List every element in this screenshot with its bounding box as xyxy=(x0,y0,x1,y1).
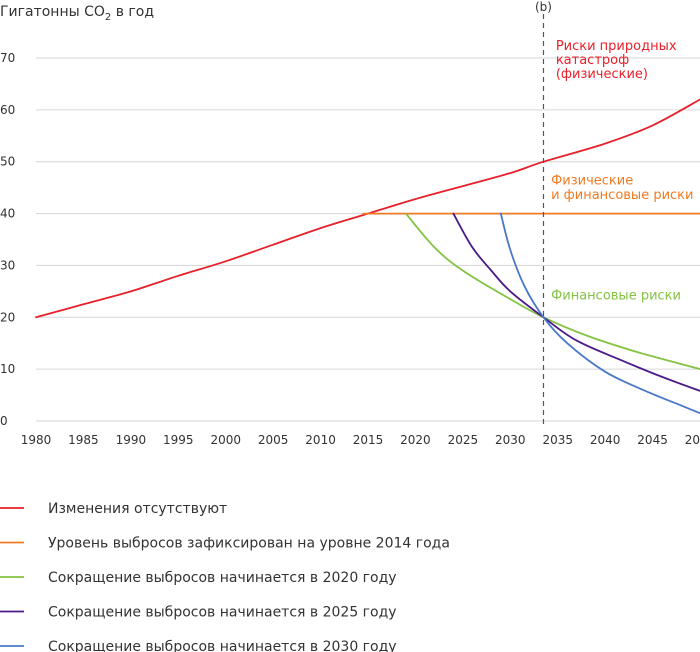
legend-label: Изменения отсутствуют xyxy=(48,501,227,517)
x-axis-ticks: 1980 1985 1990 1995 2000 2005 2010 2015 2020 2025… xyxy=(21,433,700,447)
annotation-3-line: Финансовые риски xyxy=(551,289,681,304)
y-axis-label-subscript: 2 xyxy=(105,12,111,23)
annotation-1-line: (физические) xyxy=(556,67,648,82)
y-tick-label: 60 xyxy=(0,103,15,117)
x-tick-label: 2020 xyxy=(400,433,431,447)
x-tick-label: 1980 xyxy=(21,433,52,447)
marker-line-label: (b) xyxy=(535,0,552,14)
x-tick-label: 2030 xyxy=(495,433,526,447)
y-tick-label: 0 xyxy=(0,414,8,428)
x-tick-label: 2005 xyxy=(258,433,289,447)
annotation-2-line: Физические xyxy=(551,174,633,189)
x-tick-label: 2010 xyxy=(305,433,336,447)
y-tick-label: 10 xyxy=(0,362,15,376)
y-tick-label: 40 xyxy=(0,207,15,221)
series-line-5 xyxy=(499,212,700,415)
legend-label: Сокращение выбросов начинается в 2025 го… xyxy=(48,605,397,621)
marker-line-group: (b) xyxy=(535,0,552,426)
legend-label: Сокращение выбросов начинается в 2020 го… xyxy=(48,570,397,586)
legend-label: Сокращение выбросов начинается в 2030 го… xyxy=(48,639,397,652)
legend: Изменения отсутствуют Уровень выбросов за… xyxy=(0,501,450,652)
x-tick-label: 1985 xyxy=(68,433,99,447)
x-tick-label: 1990 xyxy=(116,433,147,447)
annotation-1-line: катастроф xyxy=(556,53,629,68)
y-tick-label: 30 xyxy=(0,258,15,272)
legend-label: Уровень выбросов зафиксирован на уровне … xyxy=(48,536,450,552)
annotation-1-line: Риски природных xyxy=(556,39,677,54)
y-tick-label: 50 xyxy=(0,155,15,169)
x-tick-label: 2050 xyxy=(685,433,700,447)
x-tick-label: 2025 xyxy=(448,433,479,447)
annotation-2-line: и финансовые риски xyxy=(551,188,693,203)
x-tick-label: 2045 xyxy=(637,433,668,447)
x-tick-label: 2015 xyxy=(353,433,384,447)
y-axis-label: Гигатонны CO2 в год xyxy=(0,4,154,23)
x-tick-label: 2040 xyxy=(590,433,621,447)
series-line-1 xyxy=(35,98,700,319)
grid xyxy=(36,57,700,422)
x-tick-label: 1995 xyxy=(163,433,194,447)
x-tick-label: 2035 xyxy=(542,433,573,447)
y-tick-label: 70 xyxy=(0,51,15,65)
y-tick-label: 20 xyxy=(0,310,15,324)
y-axis-ticks: 0 10 20 30 40 50 60 70 xyxy=(0,51,15,428)
x-tick-label: 2000 xyxy=(210,433,241,447)
series-lines xyxy=(35,98,700,415)
